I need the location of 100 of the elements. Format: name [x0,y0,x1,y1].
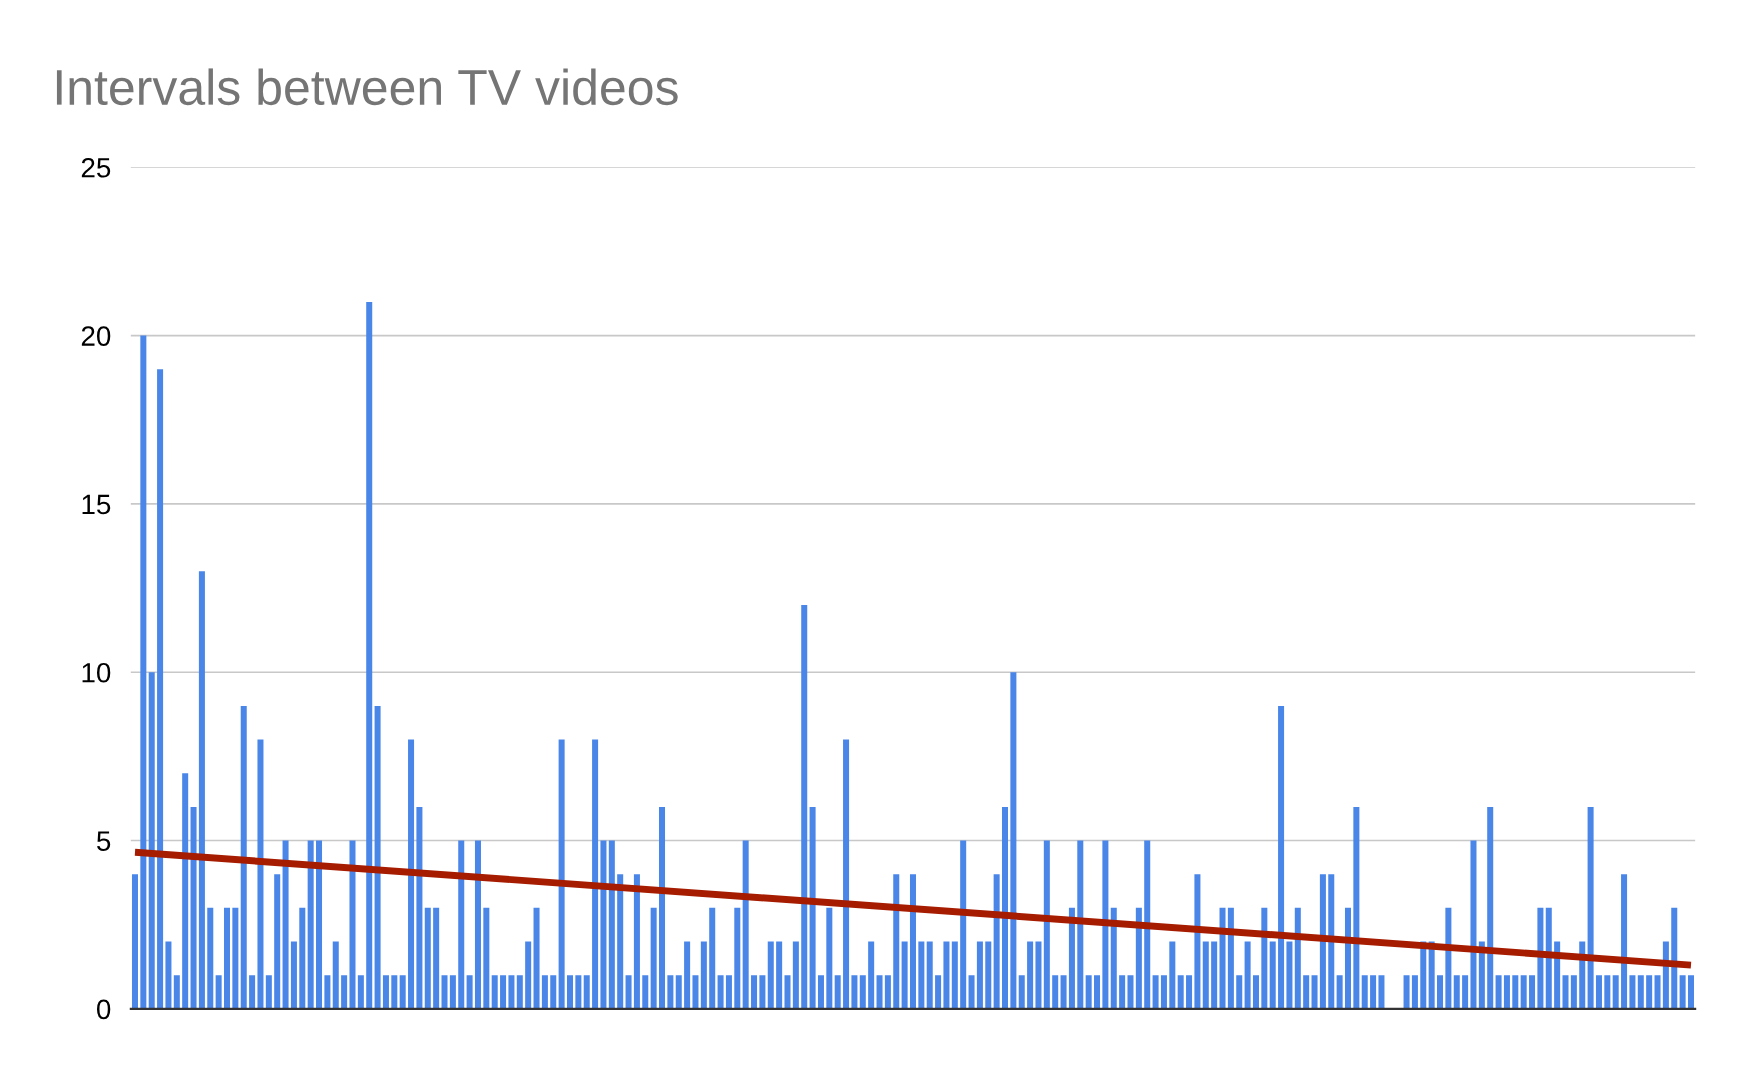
bar [1144,840,1151,1009]
bar [801,604,808,1009]
bar [575,975,582,1009]
bar [1119,975,1126,1009]
bar [751,975,758,1009]
bar [943,941,950,1009]
bar [416,806,423,1009]
bar [458,840,465,1009]
bar [792,941,799,1009]
bar [1411,975,1418,1009]
bar [1169,941,1176,1009]
bar [1211,941,1218,1009]
bar [1462,975,1469,1009]
bar [700,941,707,1009]
bar [223,907,231,1009]
bar [1512,975,1519,1009]
bar [399,975,406,1009]
bar [1487,806,1494,1009]
bar [1537,907,1544,1009]
bar [1687,975,1694,1009]
bar [374,705,381,1009]
bar [767,941,774,1009]
bar [960,840,967,1009]
bar [784,975,791,1009]
bar [466,975,473,1009]
bar [1102,840,1109,1009]
bar [684,941,691,1009]
bar [566,975,574,1009]
bar [550,975,557,1009]
bar [516,975,523,1009]
bar [876,975,883,1009]
bar [1671,907,1678,1009]
bar [1637,975,1644,1009]
bar [1027,941,1034,1009]
y-tick-label: 5 [97,831,111,851]
bar [608,840,615,1009]
bar [182,773,189,1009]
bar [391,975,398,1009]
bar [541,975,548,1009]
bar [232,907,239,1009]
bar [776,941,783,1009]
bar [834,975,841,1009]
bar [675,975,682,1009]
bar [165,941,172,1009]
bar [265,975,272,1009]
bar [625,975,632,1009]
bar [868,941,875,1009]
bar [1562,975,1569,1009]
bar [1336,975,1343,1009]
bar [533,907,540,1009]
bar [148,672,155,1009]
bar [909,874,916,1009]
bar [341,975,348,1009]
bar [1294,907,1301,1009]
bar [1303,975,1310,1009]
y-tick-label: 25 [81,157,111,178]
bar [190,806,197,1009]
bar [1595,975,1602,1009]
bar [1286,941,1293,1009]
bar [1278,705,1285,1009]
bar [558,739,565,1009]
bar [1135,907,1142,1009]
bar [1621,874,1628,1009]
bar [257,739,264,1009]
bar [642,975,649,1009]
bar [207,907,214,1009]
bar [324,975,331,1009]
bar [893,874,900,1009]
bar [408,739,415,1009]
bar [1319,874,1326,1009]
bar [809,806,816,1009]
bar [1052,975,1059,1009]
bar [1060,975,1067,1009]
bar [1470,840,1477,1009]
bar [633,874,640,1009]
bar [709,907,716,1009]
bar [1236,975,1243,1009]
bar [851,975,858,1009]
bar [976,941,983,1009]
bar [951,941,958,1009]
bar [1001,806,1009,1009]
y-tick-label: 0 [96,999,111,1020]
bar [1219,907,1226,1009]
bar [1035,941,1042,1009]
bar [1227,907,1234,1009]
bar [1679,975,1686,1009]
bar [1445,907,1452,1009]
bar [290,941,297,1009]
bar [1587,806,1594,1009]
bar [600,840,607,1009]
bar [1437,975,1444,1009]
bar [441,975,448,1009]
bar [1370,975,1377,1009]
bar [843,739,850,1009]
bar [332,941,339,1009]
bar [299,907,306,1009]
bar [1177,975,1184,1009]
bar [508,975,515,1009]
bar [491,975,498,1009]
bar [215,975,222,1009]
